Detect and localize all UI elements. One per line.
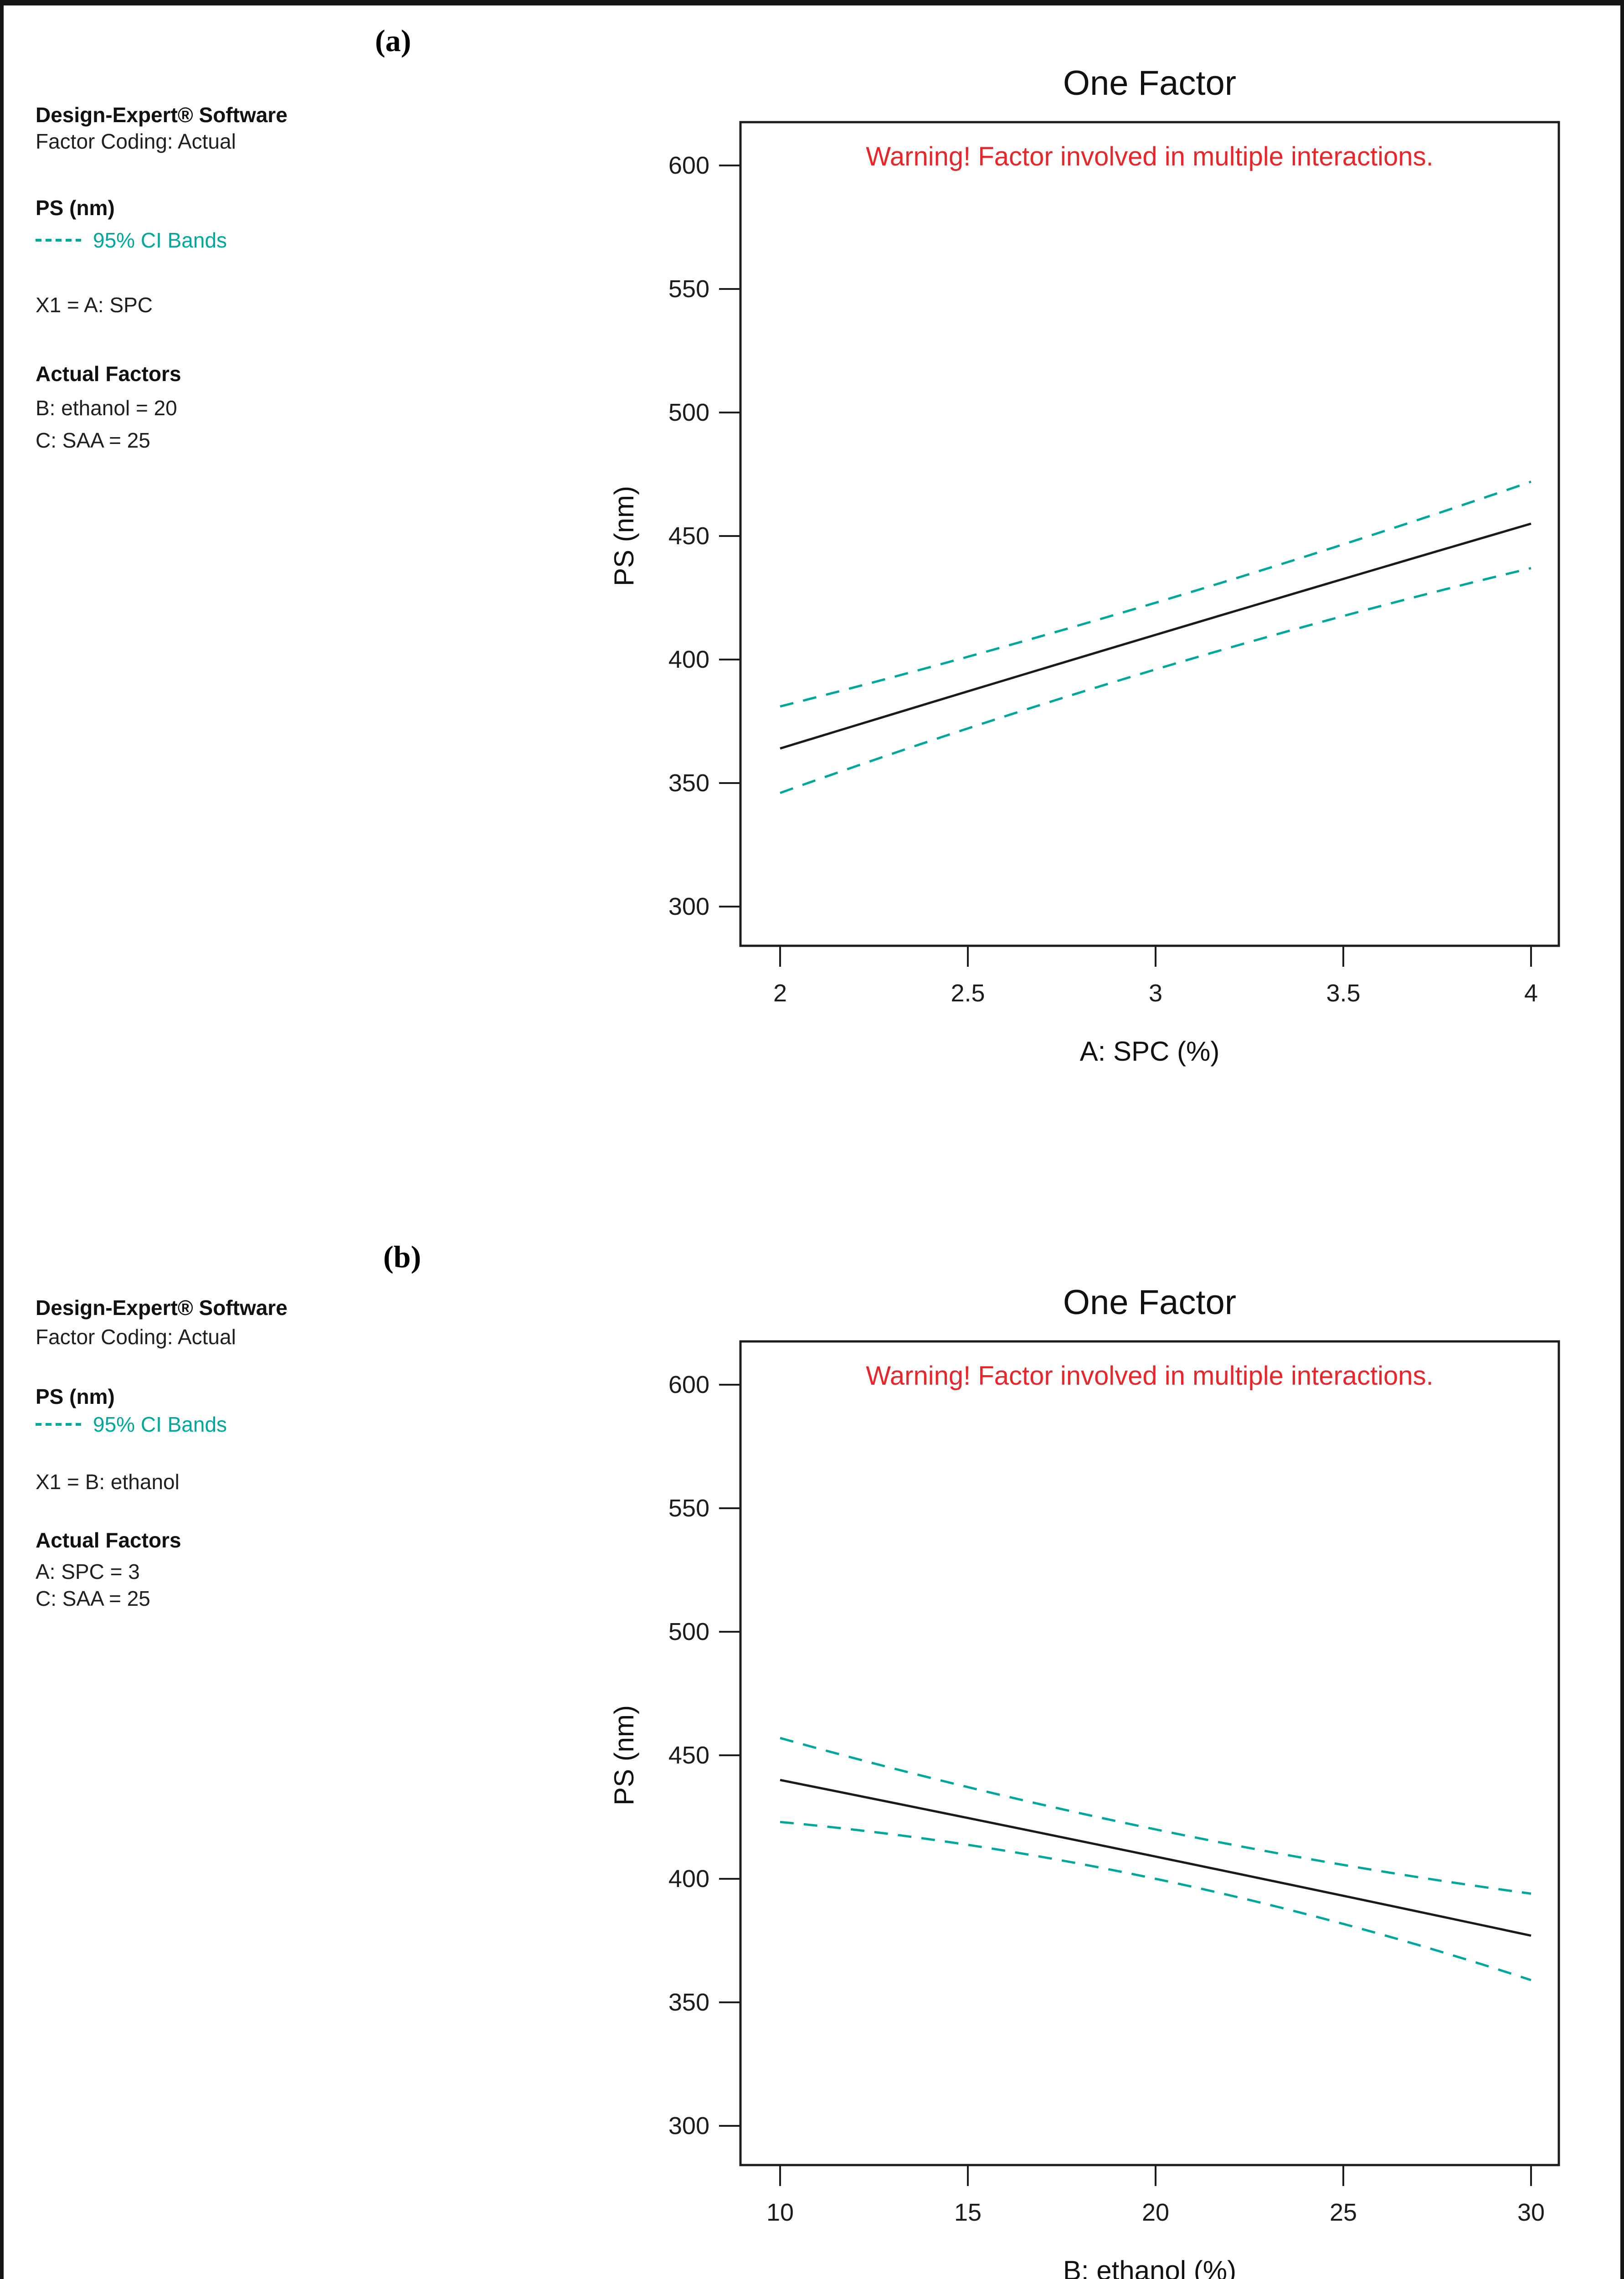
x1-definition-b: X1 = B: ethanol [36,1470,180,1494]
chart-a-y-tick-label: 450 [668,522,709,550]
panel-a-label: (a) [375,23,411,58]
chart-a-y-tick-label: 550 [668,275,709,303]
chart-b-x-tick-label: 15 [954,2199,982,2226]
chart-a-series-95-ci-upper [780,480,1531,708]
factor-coding-a: Factor Coding: Actual [36,129,236,153]
chart-a-y-tick-label: 350 [668,769,709,797]
x1-definition-a: X1 = A: SPC [36,293,153,317]
chart-a-title: One Factor [1063,64,1236,103]
chart-b-x-tick-label: 25 [1330,2199,1357,2226]
legend-label-a: 95% CI Bands [93,228,227,252]
actual-factor-1-b: A: SPC = 3 [36,1560,140,1583]
chart-b-y-tick-label: 350 [668,1989,709,2016]
software-title-b: Design-Expert® Software [36,1296,288,1320]
actual-factor-2-b: C: SAA = 25 [36,1587,150,1610]
response-name-b: PS (nm) [36,1385,115,1408]
chart-b-x-tick-label: 30 [1517,2199,1545,2226]
ci-band-dash-swatch-icon [36,239,81,242]
ci-band-dash-swatch-icon [36,1423,81,1426]
legend-label-b: 95% CI Bands [93,1413,227,1436]
chart-a-warning-text: Warning! Factor involved in multiple int… [866,142,1433,171]
chart-a-x-axis-label: A: SPC (%) [1080,1036,1220,1067]
charts-canvas: One Factor Warning! Factor involved in mu… [609,64,1560,2279]
chart-b-y-axis-label: PS (nm) [609,1705,639,1805]
chart-a-y-tick-label: 600 [668,152,709,179]
chart-a-x-tick-label: 3.5 [1326,980,1360,1007]
actual-factor-2-a: C: SAA = 25 [36,428,150,452]
chart-b-series-predicted-ps [780,1779,1531,1937]
chart-a-x-tick-label: 4 [1524,980,1538,1007]
chart-b-y-tick-label: 400 [668,1865,709,1892]
response-name-a: PS (nm) [36,196,115,220]
chart-a-plot-border [739,121,1560,947]
panel-b-label: (b) [383,1239,421,1274]
chart-a-x-tick-label: 2.5 [951,980,985,1007]
chart-b-x-tick-label: 20 [1142,2199,1169,2226]
software-title-a: Design-Expert® Software [36,103,288,127]
chart-b-y-tick-label: 600 [668,1371,709,1398]
actual-factor-1-a: B: ethanol = 20 [36,396,177,420]
chart-b-y-tick-label: 300 [668,2112,709,2140]
chart-a-series-95-ci-lower [780,567,1531,794]
chart-b-y-tick-label: 450 [668,1742,709,1769]
chart-a-x-tick-label: 3 [1149,980,1162,1007]
chart-b-y-tick-label: 500 [668,1618,709,1645]
actual-factors-heading-b: Actual Factors [36,1528,181,1552]
chart-b-x-tick-label: 10 [766,2199,794,2226]
chart-a-y-tick-label: 500 [668,399,709,426]
chart-a-x-tick-label: 2 [773,980,787,1007]
factor-coding-b: Factor Coding: Actual [36,1325,236,1349]
chart-b-warning-text: Warning! Factor involved in multiple int… [866,1361,1433,1391]
chart-a-series-predicted-ps [780,522,1531,750]
legend-a: 95% CI Bands [36,228,227,253]
chart-a-y-tick-label: 400 [668,646,709,673]
chart-a-y-axis-label: PS (nm) [609,486,639,586]
legend-b: 95% CI Bands [36,1412,227,1437]
chart-b-y-tick-label: 550 [668,1495,709,1522]
chart-b-series-95-ci-lower [780,1820,1531,1981]
chart-b-plot-border [739,1340,1560,2166]
chart-a-y-tick-label: 300 [668,893,709,920]
chart-b-x-axis-label: B: ethanol (%) [1063,2255,1236,2279]
chart-b-title: One Factor [1063,1283,1236,1322]
actual-factors-heading-a: Actual Factors [36,362,181,386]
chart-b-series-95-ci-upper [780,1737,1531,1895]
